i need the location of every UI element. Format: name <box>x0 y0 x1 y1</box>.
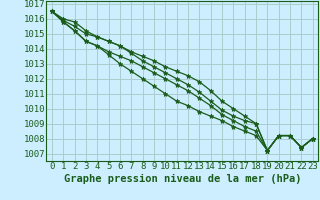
X-axis label: Graphe pression niveau de la mer (hPa): Graphe pression niveau de la mer (hPa) <box>64 174 301 184</box>
